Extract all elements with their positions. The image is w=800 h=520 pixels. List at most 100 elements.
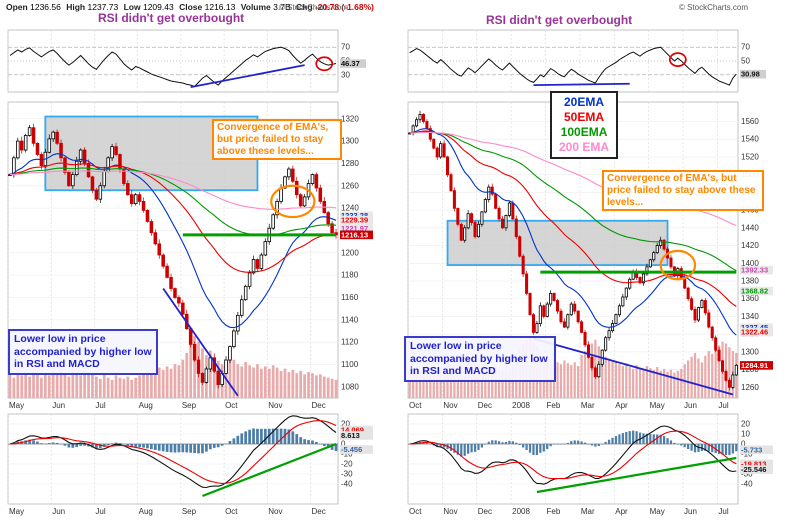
- macd-line: [9, 415, 337, 489]
- svg-text:Oct: Oct: [409, 401, 422, 410]
- svg-text:1260: 1260: [341, 181, 359, 190]
- macd-higher-low-trendline: [202, 442, 337, 498]
- right-chart-pane: 1560154015201500148014601440142014001380…: [400, 0, 800, 520]
- chg-value: -20.78 (-1.68%): [314, 2, 375, 12]
- macd-histogram: [8, 428, 338, 454]
- stockcharts-copyright: © StockCharts.com: [278, 3, 348, 12]
- svg-text:Dec: Dec: [478, 507, 492, 516]
- svg-text:1322.46: 1322.46: [741, 328, 768, 337]
- svg-text:-40: -40: [341, 480, 353, 489]
- svg-text:Mar: Mar: [581, 507, 595, 516]
- svg-text:Feb: Feb: [547, 507, 561, 516]
- macd-higher-low-trendline: [536, 456, 737, 494]
- svg-text:Jun: Jun: [684, 401, 697, 410]
- svg-text:-30: -30: [341, 470, 353, 479]
- svg-text:1260: 1260: [741, 383, 759, 392]
- ema200-line: [9, 170, 337, 210]
- price-lower-low-trendline: [533, 337, 734, 396]
- svg-text:Oct: Oct: [225, 507, 238, 516]
- consolidation-box: [446, 219, 669, 266]
- legend-item-100ema: 100EMA: [560, 125, 608, 139]
- svg-text:Nov: Nov: [268, 507, 282, 516]
- price-axis-labels: 1320130012801260124012201200118011601140…: [340, 114, 373, 391]
- legend-item-200ema: 200 EMA: [559, 140, 610, 154]
- svg-text:Jul: Jul: [95, 507, 105, 516]
- svg-text:May: May: [650, 401, 665, 410]
- svg-text:1380: 1380: [741, 277, 759, 286]
- rsi-line: [409, 46, 737, 86]
- svg-text:1284.91: 1284.91: [741, 361, 768, 370]
- macd-line: [409, 425, 737, 485]
- svg-text:Apr: Apr: [615, 401, 628, 410]
- ema20-line: [409, 128, 737, 336]
- svg-text:Nov: Nov: [443, 507, 457, 516]
- stockcharts-copyright: © StockCharts.com: [678, 3, 748, 12]
- svg-text:Jun: Jun: [684, 507, 697, 516]
- macd-value-labels: -5.733 -19.813-25.546: [740, 445, 773, 474]
- svg-text:Jun: Jun: [52, 401, 65, 410]
- svg-text:1420: 1420: [741, 241, 759, 250]
- svg-text:Dec: Dec: [478, 401, 492, 410]
- svg-text:20: 20: [341, 420, 350, 429]
- svg-text:1140: 1140: [341, 315, 359, 324]
- svg-text:46.37: 46.37: [341, 59, 360, 68]
- svg-text:Sep: Sep: [182, 507, 197, 516]
- svg-text:14.069: 14.069: [341, 426, 364, 435]
- right-chart-svg: 1560154015201500148014601440142014001380…: [407, 29, 773, 516]
- rsi-overbought-circle: [315, 56, 334, 72]
- ema-convergence-note: Convergence of EMA's, but price failed t…: [602, 170, 764, 212]
- svg-text:2008: 2008: [512, 401, 530, 410]
- svg-text:Jul: Jul: [718, 401, 728, 410]
- svg-text:Jul: Jul: [95, 401, 105, 410]
- ema100-line: [9, 167, 337, 237]
- svg-text:1300: 1300: [341, 137, 359, 146]
- svg-text:20: 20: [741, 420, 750, 429]
- close-value: 1216.13: [204, 2, 236, 12]
- month-axis-labels: Oct Oct Nov Nov Dec Dec 2008 2008 Feb Feb Mar Mar Ap…: [409, 401, 729, 516]
- left-chart-pane: 1320130012801260124012201200118011601140…: [6, 2, 375, 516]
- rsi-higher-low-trendline: [190, 64, 305, 89]
- svg-text:May: May: [9, 507, 24, 516]
- svg-text:-40: -40: [741, 480, 753, 489]
- svg-text:Feb: Feb: [547, 401, 561, 410]
- svg-text:1180: 1180: [341, 271, 359, 280]
- ema50-line: [9, 162, 336, 273]
- svg-text:1280: 1280: [341, 159, 359, 168]
- ema-convergence-ellipse: [270, 184, 316, 219]
- svg-text:May: May: [650, 507, 665, 516]
- month-axis-labels: May May Jun Jun Jul Jul Aug Aug Sep Sep Oct Oct Nov N…: [9, 401, 326, 516]
- svg-text:2008: 2008: [512, 507, 530, 516]
- left-chart-svg: 1320130012801260124012201200118011601140…: [7, 29, 373, 516]
- close-label: Close: [179, 2, 203, 12]
- svg-text:-25.546: -25.546: [741, 465, 766, 474]
- svg-text:Oct: Oct: [225, 401, 238, 410]
- lower-low-note: Lower low in price accompanied by higher…: [404, 336, 556, 382]
- svg-text:Aug: Aug: [139, 401, 153, 410]
- svg-text:Apr: Apr: [615, 507, 628, 516]
- svg-text:1240: 1240: [341, 204, 359, 213]
- svg-text:Oct: Oct: [409, 507, 422, 516]
- svg-text:1221.97: 1221.97: [341, 224, 368, 233]
- rsi-overbought-circle: [668, 52, 687, 67]
- macd-signal-line: [409, 430, 737, 480]
- svg-text:1327.45: 1327.45: [741, 323, 768, 332]
- svg-text:Sep: Sep: [182, 401, 197, 410]
- svg-text:1300: 1300: [741, 347, 759, 356]
- svg-text:Dec: Dec: [312, 401, 326, 410]
- svg-text:-5.733: -5.733: [741, 445, 762, 454]
- high-label: High: [66, 2, 86, 12]
- ema100-line: [409, 131, 737, 272]
- svg-text:Jun: Jun: [52, 507, 65, 516]
- ema50-line: [409, 130, 737, 307]
- svg-text:-10: -10: [341, 450, 353, 459]
- svg-text:1320: 1320: [341, 114, 359, 123]
- svg-text:1100: 1100: [341, 360, 359, 369]
- svg-text:-5.456: -5.456: [341, 445, 362, 454]
- ema20-line: [9, 153, 337, 329]
- svg-text:30: 30: [341, 70, 350, 79]
- low-value: 1209.43: [142, 2, 174, 12]
